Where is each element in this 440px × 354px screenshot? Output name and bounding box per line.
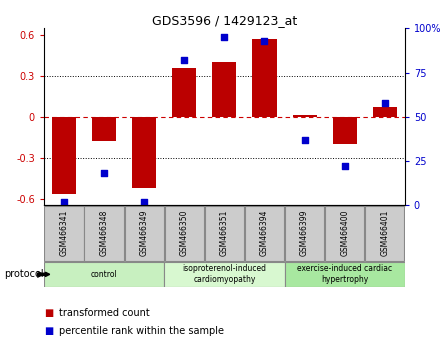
Point: [381, 100, 388, 105]
Bar: [92, 117, 116, 141]
FancyBboxPatch shape: [365, 206, 404, 261]
Point: [141, 199, 148, 205]
Text: ■: ■: [44, 308, 53, 318]
FancyBboxPatch shape: [325, 206, 364, 261]
Text: GSM466349: GSM466349: [140, 209, 149, 256]
Bar: [253, 39, 276, 117]
Text: GSM466399: GSM466399: [300, 209, 309, 256]
FancyBboxPatch shape: [285, 262, 405, 287]
FancyBboxPatch shape: [165, 206, 204, 261]
Text: transformed count: transformed count: [59, 308, 150, 318]
Text: GSM466401: GSM466401: [380, 209, 389, 256]
Point: [261, 38, 268, 44]
Bar: [373, 107, 397, 117]
FancyBboxPatch shape: [84, 206, 124, 261]
Text: GSM466348: GSM466348: [99, 209, 109, 256]
Bar: [333, 117, 357, 144]
Text: protocol: protocol: [4, 269, 44, 279]
FancyBboxPatch shape: [44, 206, 84, 261]
Point: [301, 137, 308, 143]
FancyBboxPatch shape: [44, 262, 164, 287]
Text: exercise-induced cardiac
hypertrophy: exercise-induced cardiac hypertrophy: [297, 264, 392, 284]
Point: [101, 171, 108, 176]
Text: control: control: [91, 270, 117, 279]
Point: [61, 199, 68, 205]
Text: GSM466351: GSM466351: [220, 209, 229, 256]
Text: GSM466341: GSM466341: [59, 209, 69, 256]
Text: GSM466400: GSM466400: [340, 209, 349, 256]
Bar: [172, 68, 196, 117]
Bar: [52, 117, 76, 194]
Title: GDS3596 / 1429123_at: GDS3596 / 1429123_at: [152, 14, 297, 27]
Text: ■: ■: [44, 326, 53, 336]
Bar: [132, 117, 156, 188]
Text: GSM466394: GSM466394: [260, 209, 269, 256]
FancyBboxPatch shape: [285, 206, 324, 261]
Point: [341, 164, 348, 169]
Point: [181, 57, 188, 63]
Text: isoproterenol-induced
cardiomyopathy: isoproterenol-induced cardiomyopathy: [183, 264, 266, 284]
Text: GSM466350: GSM466350: [180, 209, 189, 256]
FancyBboxPatch shape: [245, 206, 284, 261]
FancyBboxPatch shape: [164, 262, 285, 287]
FancyBboxPatch shape: [205, 206, 244, 261]
Text: percentile rank within the sample: percentile rank within the sample: [59, 326, 224, 336]
Bar: [293, 115, 317, 117]
Bar: [213, 62, 236, 117]
Point: [221, 34, 228, 40]
FancyBboxPatch shape: [125, 206, 164, 261]
